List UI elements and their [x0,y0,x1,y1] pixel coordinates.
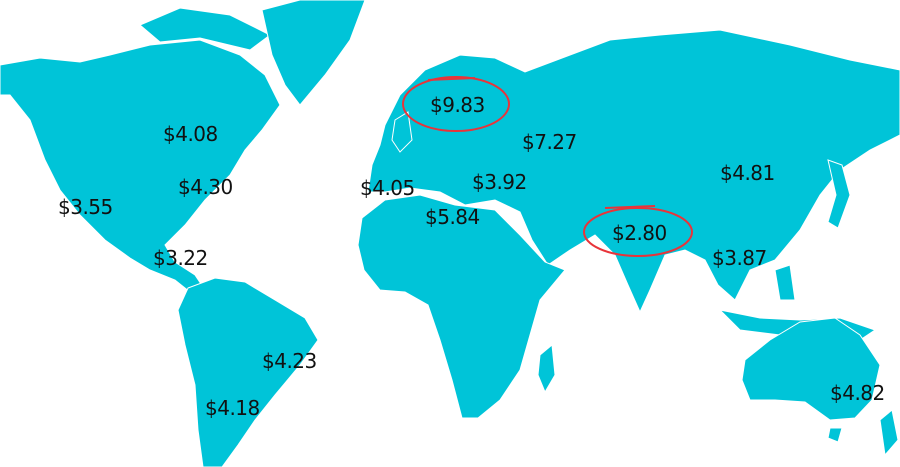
arctic-islands [139,7,271,51]
highlight-circle-india [583,207,693,257]
africa [357,194,566,419]
price-label-india: $2.80 [612,221,667,245]
north-america [0,39,281,293]
greenland [261,0,366,106]
price-label-china: $4.81 [720,161,775,185]
south-america [177,277,319,467]
price-label-north-africa: $5.84 [425,205,480,229]
australia [741,317,881,421]
price-label-southern-south-america: $4.18 [205,396,260,420]
tasmania [827,427,843,443]
highlight-tick-scandinavia [427,77,476,81]
price-label-southeast-asia: $3.87 [712,246,767,270]
price-label-western-us: $3.55 [58,195,113,219]
price-label-southern-europe: $3.92 [472,170,527,194]
philippines [774,264,796,301]
new-zealand [879,409,899,457]
highlight-tick-india [604,205,656,209]
price-label-canada: $4.08 [163,122,218,146]
price-label-scandinavia: $9.83 [430,93,485,117]
price-label-russia: $7.27 [522,130,577,154]
price-label-australia: $4.82 [830,381,885,405]
price-label-brazil: $4.23 [262,349,317,373]
price-label-western-europe: $4.05 [360,176,415,200]
highlight-circle-scandinavia [402,76,510,132]
madagascar [537,344,556,394]
eurasia [367,29,900,314]
price-label-central-america: $3.22 [153,246,208,270]
price-label-eastern-us: $4.30 [178,175,233,199]
japan [827,159,851,229]
